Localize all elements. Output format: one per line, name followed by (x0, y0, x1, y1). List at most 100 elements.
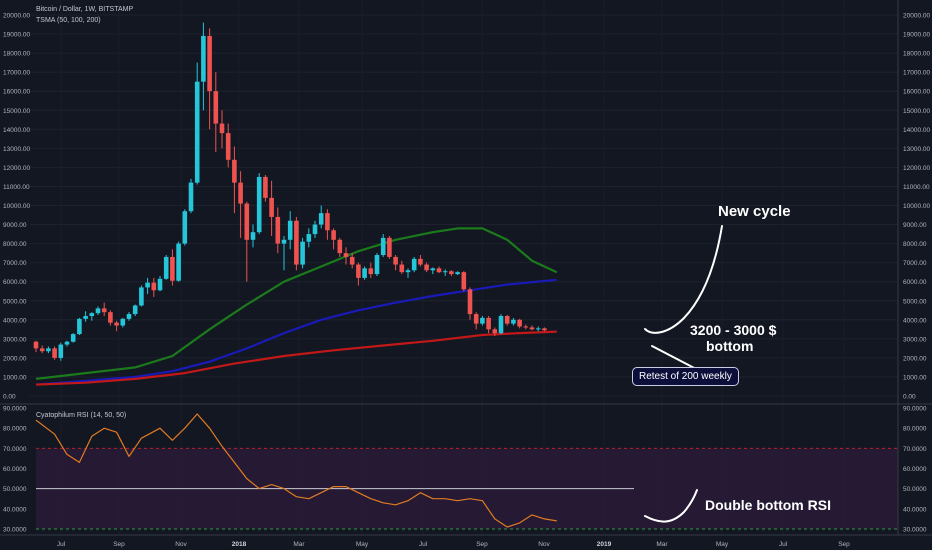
x-tick-label: Mar (293, 541, 305, 548)
y-tick-label-left: 11000.00 (3, 184, 30, 191)
rsi-tick-label-right: 50.0000 (903, 486, 927, 493)
candle-body (58, 344, 64, 358)
candle-body (52, 348, 57, 358)
y-tick-label-right: 16000.00 (903, 89, 930, 96)
y-tick-label-left: 19000.00 (3, 32, 30, 39)
candle-body (176, 243, 181, 281)
sma-lines (35, 227, 558, 386)
candle-body (498, 315, 504, 334)
rsi-tick-label-left: 70.0000 (3, 446, 27, 453)
candle-body (281, 239, 287, 244)
rsi-tick-label-right: 40.0000 (903, 506, 927, 513)
candle-body (83, 315, 88, 319)
candle-body (436, 268, 442, 273)
x-tick-label: Jul (419, 541, 428, 548)
y-tick-label-right: 5000.00 (903, 298, 927, 305)
y-tick-label-right: 10000.00 (903, 203, 930, 210)
candle-body (114, 322, 119, 326)
chart-title: Bitcoin / Dollar, 1W, BITSTAMP (36, 6, 134, 13)
candle-body (207, 35, 212, 92)
candle-body (145, 282, 150, 288)
candle-body (275, 216, 281, 244)
candle-body (418, 258, 423, 265)
rsi-series-line (35, 413, 557, 528)
candle-body (387, 237, 392, 257)
candle-body (523, 326, 529, 328)
rsi-tick-label-left: 50.0000 (3, 486, 27, 493)
y-tick-label-right: 19000.00 (903, 32, 930, 39)
rsi-tick-label-left: 30.0000 (3, 526, 27, 533)
candle-body (39, 348, 45, 352)
x-tick-label: Jul (779, 541, 788, 548)
candle-body (405, 270, 411, 273)
y-tick-label-right: 7000.00 (903, 260, 927, 267)
y-tick-label-right: 20000.00 (903, 13, 930, 20)
candle-body (263, 176, 268, 198)
candle-body (331, 230, 336, 240)
candle-body (449, 271, 454, 275)
y-tick-label-left: 0.00 (3, 394, 16, 401)
candle-body (480, 317, 485, 324)
double-bottom-stroke (644, 489, 698, 523)
sma-legend: TSMA (50, 100, 200) (36, 17, 101, 24)
y-tick-label-right: 0.00 (903, 394, 916, 401)
rsi-tick-label-right: 30.0000 (903, 526, 927, 533)
candle-body (411, 258, 417, 271)
candle-body (492, 329, 498, 334)
candle-body (368, 268, 374, 275)
candle-body (300, 241, 305, 265)
y-tick-label-right: 17000.00 (903, 70, 930, 77)
candle-body (89, 313, 95, 316)
y-tick-label-left: 1000.00 (3, 374, 27, 381)
candle-body (157, 278, 163, 291)
y-tick-label-left: 10000.00 (3, 203, 30, 210)
candle-body (244, 203, 250, 240)
candle-body (269, 197, 274, 217)
y-tick-label-right: 1000.00 (903, 374, 927, 381)
candle-body (535, 328, 541, 330)
rsi-band-lines (36, 447, 898, 530)
x-tick-label: Nov (538, 541, 550, 548)
candle-body (349, 256, 355, 265)
candle-body (170, 256, 175, 281)
candle-body (250, 232, 256, 240)
y-tick-label-left: 18000.00 (3, 51, 30, 58)
y-tick-label-right: 6000.00 (903, 279, 927, 286)
candle-body (337, 239, 343, 254)
candle-body (120, 318, 126, 326)
candle-body (182, 211, 188, 244)
candle-body (77, 318, 82, 335)
x-axis-ticks: Jul Sep Nov 2018 Mar May Jul Sep Nov 2019 Mar May Ju… (57, 541, 850, 548)
candle-body (219, 123, 225, 134)
candle-body (95, 308, 101, 314)
candle-body (64, 341, 70, 345)
annotation-price-range: 3200 - 3000 $ (690, 322, 777, 338)
y-tick-label-left: 2000.00 (3, 355, 27, 362)
x-tick-label: 2019 (597, 541, 612, 548)
y-tick-label-right: 13000.00 (903, 146, 930, 153)
candle-body (461, 272, 467, 290)
y-tick-label-left: 16000.00 (3, 89, 30, 96)
candle-body (517, 319, 522, 327)
candle-body (238, 182, 243, 204)
candle-body (139, 287, 144, 306)
candle-body (225, 133, 231, 160)
candle-body (201, 35, 206, 82)
candle-body (188, 182, 194, 212)
candle-body (473, 314, 479, 324)
candle-body (151, 282, 157, 291)
rsi-tick-label-right: 90.0000 (903, 406, 927, 413)
candle-body (126, 314, 132, 319)
rsi-tick-label-right: 70.0000 (903, 446, 927, 453)
rsi-tick-label-right: 80.0000 (903, 426, 927, 433)
y-tick-label-left: 20000.00 (3, 13, 30, 20)
y-tick-label-left: 8000.00 (3, 241, 27, 248)
y-tick-label-left: 14000.00 (3, 127, 30, 134)
y-tick-label-right: 11000.00 (903, 184, 930, 191)
candle-body (312, 224, 318, 235)
annotation-bottom: bottom (706, 338, 754, 354)
rsi-axis-ticks: 30.0000 30.0000 40.0000 40.0000 50.0000 50.00… (3, 406, 927, 534)
rsi-tick-label-left: 90.0000 (3, 406, 27, 413)
x-tick-label: May (716, 541, 729, 548)
